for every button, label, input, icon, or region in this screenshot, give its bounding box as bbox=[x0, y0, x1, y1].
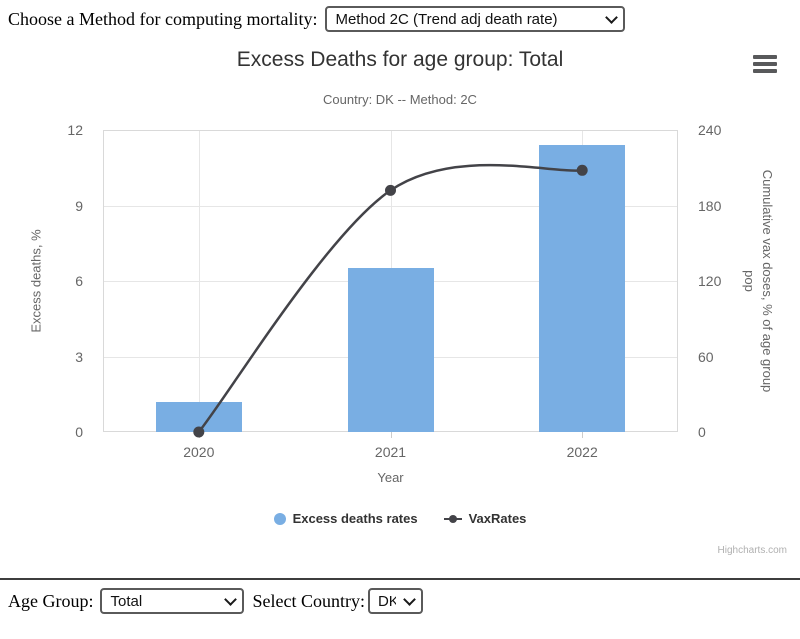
y-tick-label-right: 120 bbox=[698, 273, 722, 289]
hamburger-icon bbox=[753, 55, 777, 59]
divider bbox=[0, 578, 800, 580]
y-tick-label-right: 60 bbox=[698, 348, 714, 365]
y-tick-label-right: 0 bbox=[698, 424, 706, 440]
country-select-value: DK bbox=[377, 592, 396, 610]
age-group-select-value: Total bbox=[110, 592, 143, 610]
country-select[interactable]: DK bbox=[367, 588, 423, 614]
legend-swatch-excess bbox=[273, 512, 286, 525]
chevron-down-icon bbox=[403, 593, 416, 606]
excess-deaths-bar bbox=[155, 401, 242, 432]
x-tick-label: 2022 bbox=[566, 444, 598, 460]
bottom-control-row: Age Group: Total Select Country: DK bbox=[8, 588, 423, 614]
x-tick-label: 2021 bbox=[374, 444, 407, 460]
age-group-select[interactable]: Total bbox=[100, 588, 245, 614]
x-tick-mark bbox=[582, 432, 584, 438]
excess-deaths-bar bbox=[539, 145, 626, 432]
hamburger-icon bbox=[753, 62, 777, 66]
chart-subtitle: Country: DK -- Method: 2C bbox=[323, 92, 477, 107]
hamburger-icon bbox=[753, 69, 777, 73]
legend: Excess deaths rates VaxRates bbox=[0, 511, 800, 526]
chart-context-menu-button[interactable] bbox=[753, 55, 777, 76]
legend-item-excess-deaths[interactable]: Excess deaths rates bbox=[273, 511, 418, 526]
legend-label-excess: Excess deaths rates bbox=[292, 511, 418, 526]
method-select[interactable]: Method 2C (Trend adj death rate) bbox=[325, 6, 626, 32]
legend-label-vaxrates: VaxRates bbox=[468, 511, 527, 526]
y-tick-label-right: 180 bbox=[698, 197, 722, 214]
x-tick-mark bbox=[390, 432, 392, 438]
y-tick-label-left: 12 bbox=[67, 122, 83, 138]
x-tick-label: 2020 bbox=[183, 444, 215, 460]
legend-marker-vaxrates bbox=[443, 513, 462, 525]
y-tick-label-left: 0 bbox=[75, 424, 83, 440]
y-tick-label-left: 3 bbox=[75, 348, 83, 365]
age-group-label: Age Group: bbox=[8, 590, 94, 611]
x-tick-mark bbox=[198, 432, 200, 438]
chart-title: Excess Deaths for age group: Total bbox=[236, 48, 564, 71]
x-axis-title: Year bbox=[377, 470, 404, 485]
country-label: Select Country: bbox=[252, 590, 365, 611]
method-label: Choose a Method for computing mortality: bbox=[8, 8, 318, 29]
legend-dot-icon bbox=[448, 514, 457, 523]
y-tick-label-left: 9 bbox=[75, 197, 83, 214]
y-tick-label-left: 6 bbox=[75, 273, 83, 289]
highcharts-credits[interactable]: Highcharts.com bbox=[717, 545, 787, 556]
chevron-down-icon bbox=[224, 593, 238, 606]
excess-deaths-bar bbox=[347, 268, 434, 432]
method-select-value: Method 2C (Trend adj death rate) bbox=[335, 10, 558, 28]
legend-item-vaxrates[interactable]: VaxRates bbox=[443, 511, 527, 526]
y-tick-label-right: 240 bbox=[698, 122, 722, 138]
method-control-row: Choose a Method for computing mortality:… bbox=[8, 6, 626, 32]
